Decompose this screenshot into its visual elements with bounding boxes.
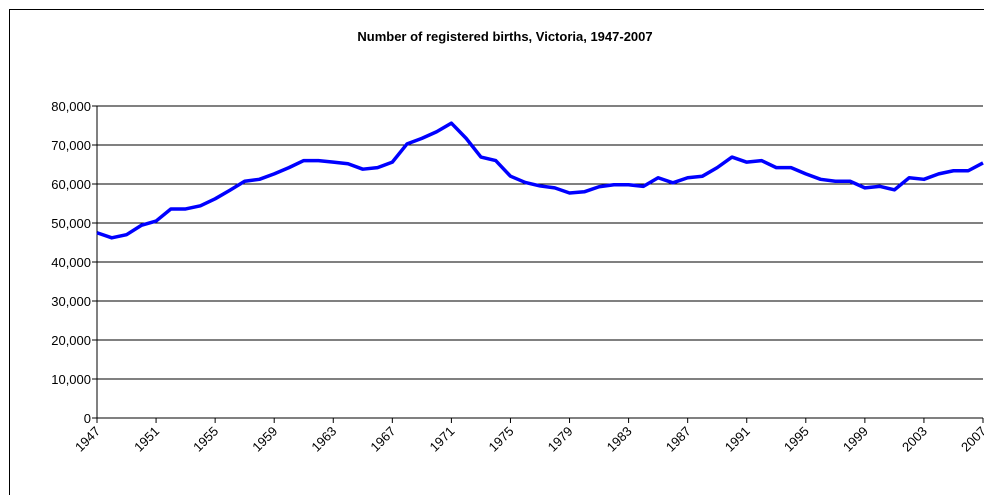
chart-frame bbox=[9, 9, 984, 495]
y-tick-label: 60,000 bbox=[51, 177, 91, 192]
y-tick-label: 10,000 bbox=[51, 372, 91, 387]
y-tick-label: 50,000 bbox=[51, 216, 91, 231]
chart-title: Number of registered births, Victoria, 1… bbox=[357, 29, 652, 44]
y-tick-label: 80,000 bbox=[51, 99, 91, 114]
y-tick-label: 30,000 bbox=[51, 294, 91, 309]
y-tick-label: 40,000 bbox=[51, 255, 91, 270]
y-tick-label: 20,000 bbox=[51, 333, 91, 348]
y-tick-label: 0 bbox=[84, 411, 91, 426]
data-line bbox=[96, 121, 984, 240]
y-tick-label: 70,000 bbox=[51, 138, 91, 153]
